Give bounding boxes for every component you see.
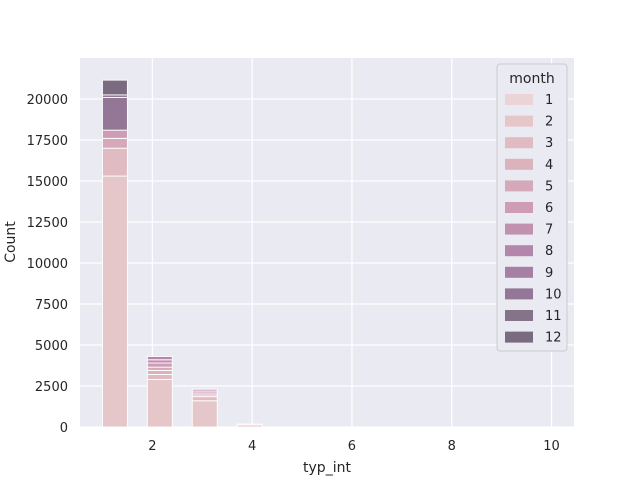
legend-label: 2 [545, 115, 553, 130]
legend-swatch [505, 115, 533, 127]
legend-label: 9 [545, 266, 553, 281]
bar-segment-month-3 [146, 374, 173, 380]
bar-segment-month-6 [146, 362, 173, 368]
y-tick-label: 0 [60, 421, 68, 436]
y-tick-label: 5000 [35, 339, 68, 354]
legend-swatch [505, 266, 533, 278]
bar-segment-month-10 [102, 96, 128, 131]
y-tick-label: 15000 [27, 175, 68, 190]
bar-segment-month-3 [191, 396, 218, 402]
x-tick-label: 10 [543, 439, 560, 454]
legend-label: 7 [545, 223, 553, 238]
bar-segment-month-2 [191, 400, 218, 428]
x-tick-label: 2 [148, 439, 156, 454]
bar-segment-month-2 [102, 175, 128, 428]
y-axis-label: Count [3, 221, 19, 263]
bar-segment-month-5 [146, 366, 173, 371]
legend-swatch [505, 137, 533, 149]
legend-label: 3 [545, 136, 553, 151]
legend-swatch [505, 158, 533, 170]
bar-segment-month-2 [146, 378, 173, 428]
legend-label: 8 [545, 244, 553, 259]
y-tick-label: 2500 [35, 380, 68, 395]
bars [102, 79, 263, 428]
legend-label: 12 [545, 331, 562, 346]
y-tick-label: 12500 [27, 216, 68, 231]
bar-segment-month-7 [191, 388, 218, 392]
legend-label: 5 [545, 179, 553, 194]
x-axis-label: typ_int [303, 460, 351, 476]
bar-segment-month-3 [102, 147, 128, 177]
legend-label: 6 [545, 201, 553, 216]
legend-label: 11 [545, 309, 562, 324]
x-tick-label: 4 [248, 439, 256, 454]
bar-segment-month-5 [102, 137, 128, 149]
legend-swatch [505, 180, 533, 192]
legend-label: 4 [545, 158, 553, 173]
bar-segment-month-7 [146, 359, 173, 364]
legend-title: month [509, 71, 554, 87]
legend-swatch [505, 288, 533, 300]
legend-swatch [505, 223, 533, 235]
y-tick-label: 10000 [27, 257, 68, 272]
x-tick-label: 8 [448, 439, 456, 454]
legend-swatch [505, 310, 533, 321]
legend-label: 10 [545, 287, 562, 302]
y-tick-label: 17500 [27, 134, 68, 149]
tick-labels: 0 2500 5000 7500 10000 12500 15000 17500 20000 2 4… [27, 93, 560, 454]
legend-swatch [505, 245, 533, 257]
legend-swatch [505, 94, 533, 105]
y-tick-label: 20000 [27, 93, 68, 108]
bar-segment-month-8 [146, 356, 173, 361]
y-tick-label: 7500 [35, 298, 68, 313]
legend-label: 1 [545, 93, 553, 108]
bar-segment-month-3 [236, 423, 263, 426]
bar-segment-month-6 [102, 129, 128, 139]
bar-segment-month-12 [102, 79, 128, 96]
x-tick-label: 6 [348, 439, 356, 454]
legend-swatch [505, 331, 533, 343]
bar-segment-month-4 [146, 369, 173, 375]
legend-swatch [505, 202, 533, 213]
